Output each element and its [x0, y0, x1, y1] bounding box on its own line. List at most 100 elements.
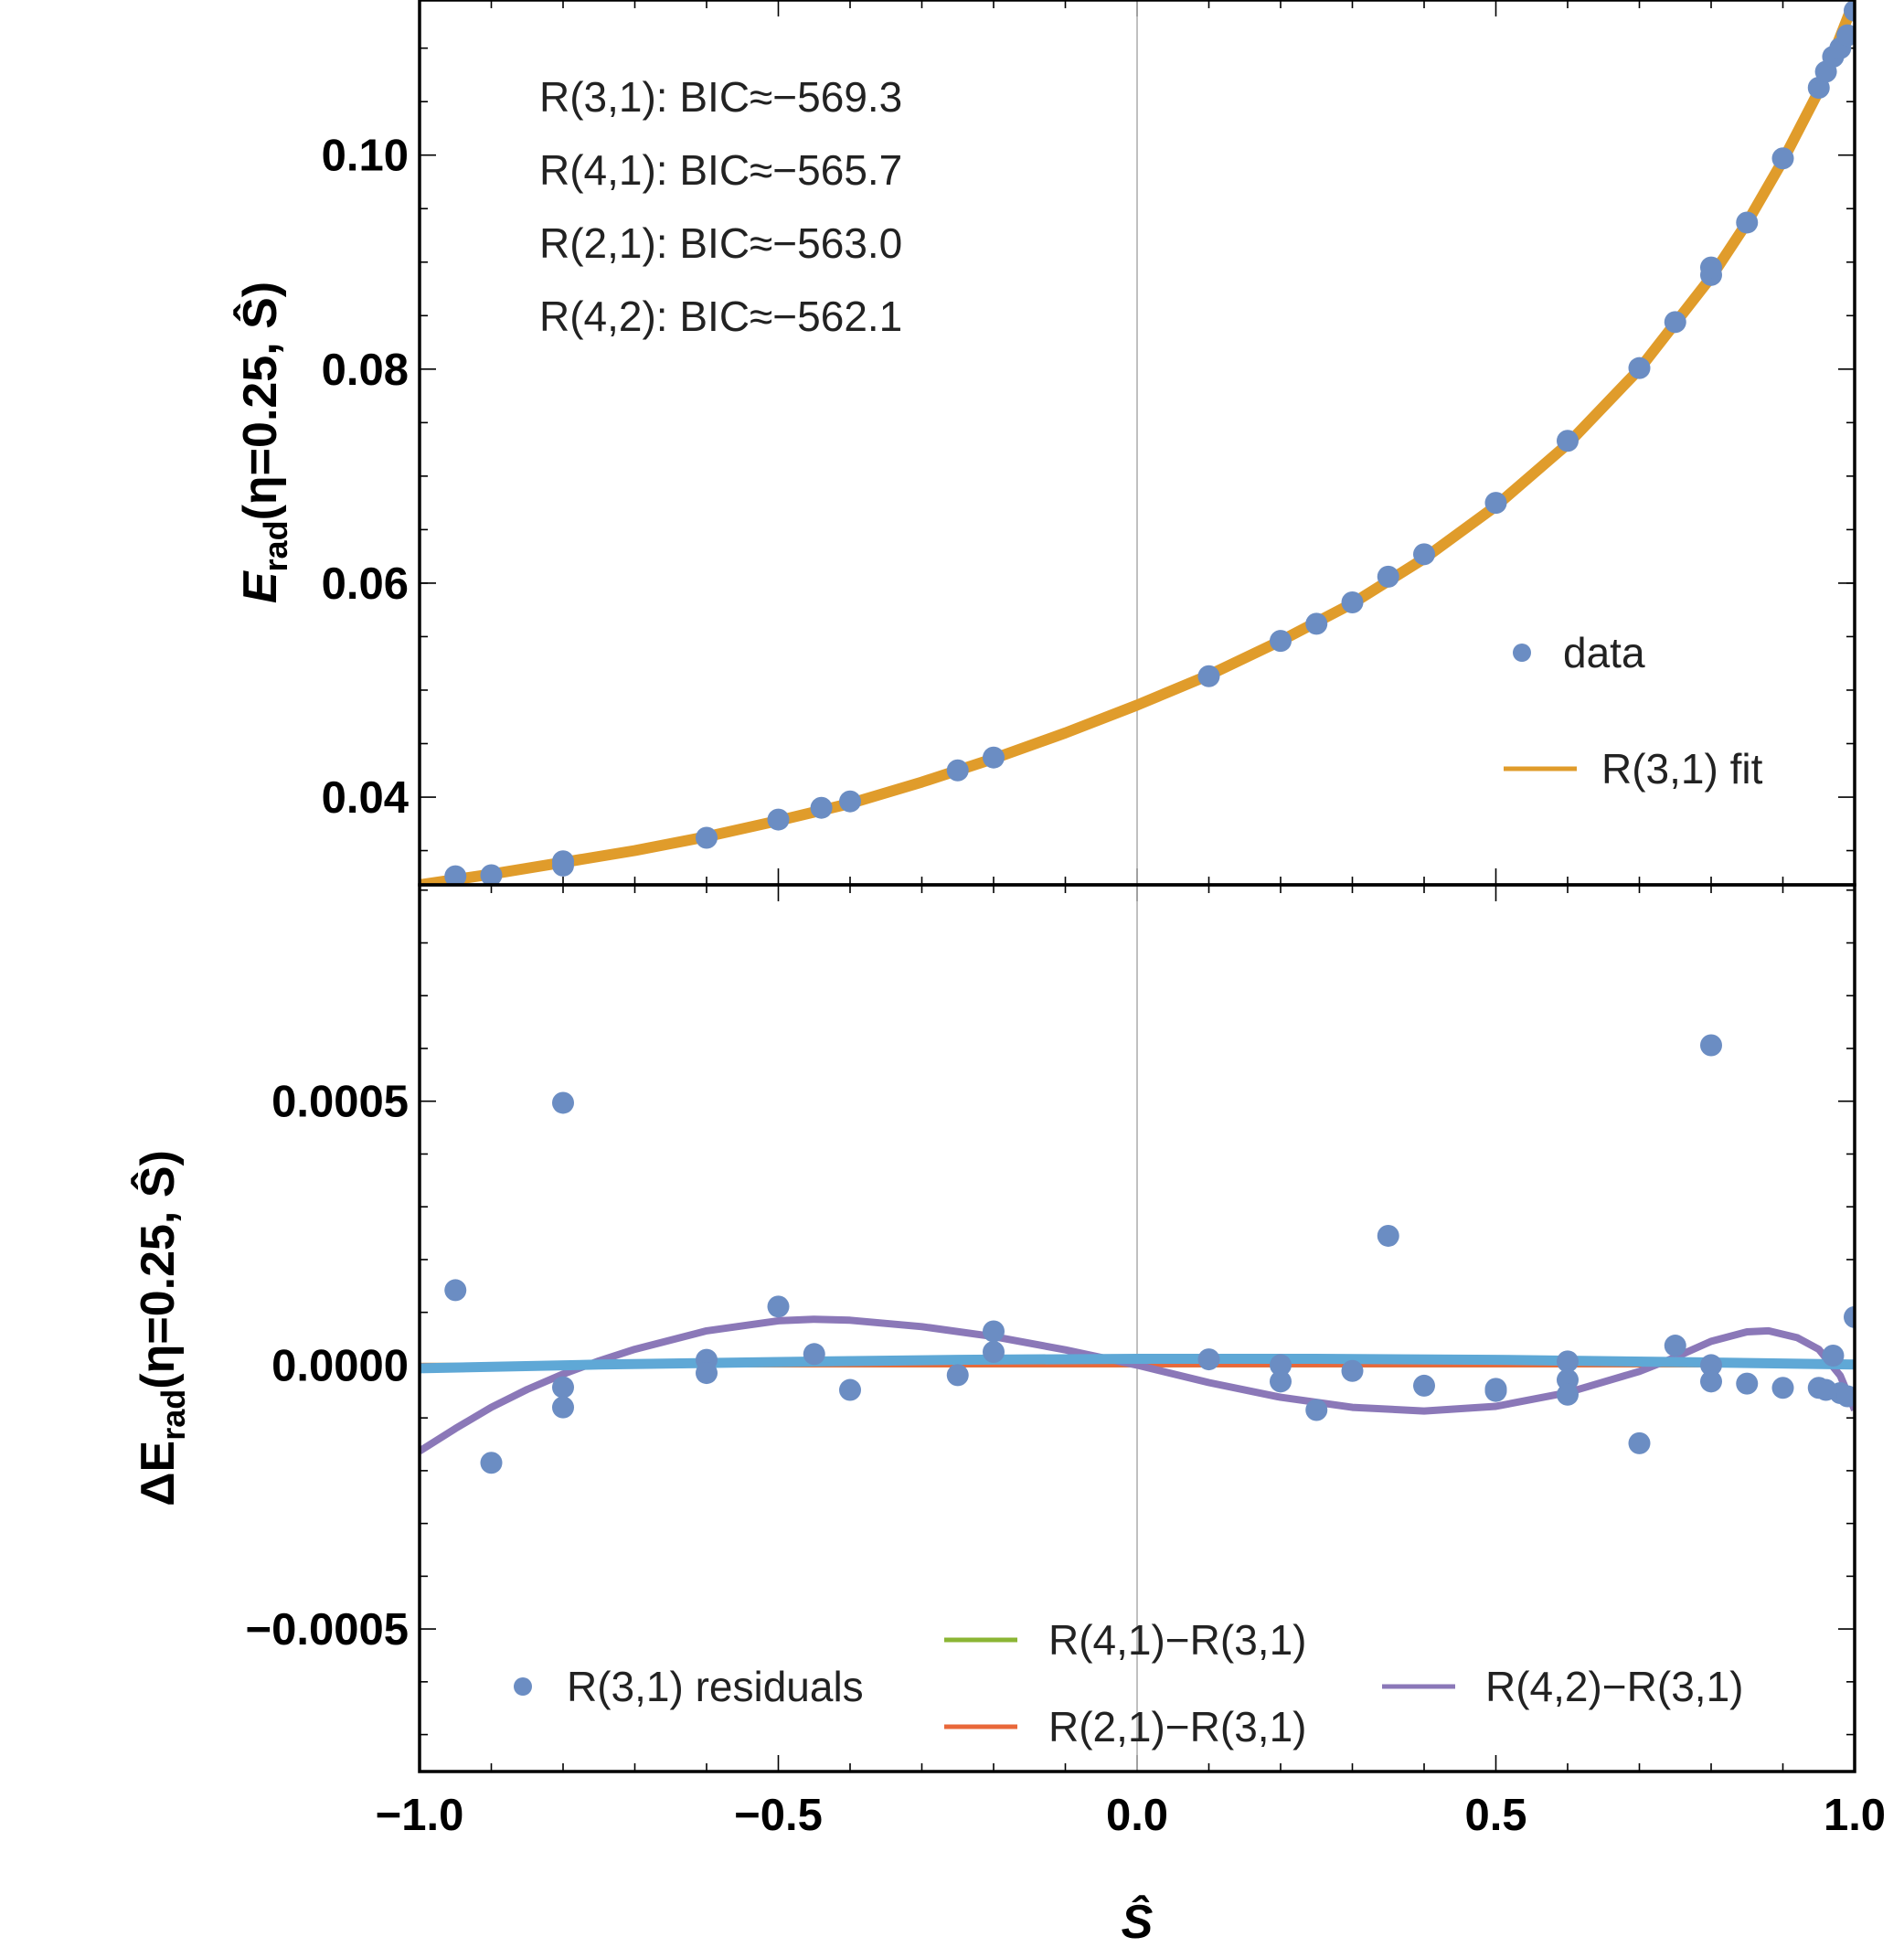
top-panel: 0.04 0.06 0.08 0.10 R(3,1): BIC≈−569.3 R(4,… — [233, 0, 1856, 885]
residual-point — [1557, 1383, 1579, 1406]
top-y-tick-label: 0.10 — [322, 132, 409, 181]
bottom-residual-points — [444, 1034, 1855, 1474]
residual-point — [1305, 1399, 1328, 1421]
x-tick-label: 0.0 — [1106, 1791, 1168, 1840]
bottom-panel: −0.0005 0.0000 0.0005 −1.0 −0.5 0.0 0.5 1.0 R(… — [131, 885, 1886, 1949]
residual-point — [552, 1376, 574, 1399]
data-point — [983, 746, 1005, 769]
bottom-y-axis-title-sub: rad — [154, 1389, 192, 1441]
residual-point — [1341, 1359, 1364, 1382]
data-point — [552, 850, 574, 873]
bottom-y-tick-label: 0.0000 — [271, 1341, 409, 1390]
legend-marker-residuals — [514, 1677, 532, 1696]
data-point — [1836, 24, 1855, 47]
residual-point — [1628, 1431, 1651, 1454]
data-point — [1341, 591, 1364, 613]
residual-point — [444, 1279, 467, 1302]
data-point — [1377, 565, 1399, 588]
data-point — [1305, 612, 1328, 635]
top-y-tick-label: 0.08 — [322, 346, 409, 395]
residual-point — [552, 1091, 574, 1114]
top-legend: data R(3,1) fit — [1504, 629, 1763, 793]
top-y-tick-label: 0.04 — [322, 773, 409, 823]
bic-annotations: R(3,1): BIC≈−569.3 R(4,1): BIC≈−565.7 R(… — [539, 73, 902, 340]
bottom-x-ticks: −1.0 −0.5 0.0 0.5 1.0 — [376, 885, 1886, 1840]
legend-label-fit: R(3,1) fit — [1601, 745, 1763, 793]
data-point — [946, 759, 969, 782]
data-point — [767, 808, 790, 831]
residual-point — [1377, 1224, 1399, 1247]
residual-point — [946, 1364, 969, 1387]
x-tick-label: 0.5 — [1464, 1791, 1526, 1840]
residual-point — [1700, 1034, 1722, 1057]
residual-point — [1822, 1345, 1845, 1367]
top-y-ticks: 0.04 0.06 0.08 0.10 — [322, 47, 1855, 852]
x-tick-label: −0.5 — [734, 1791, 823, 1840]
data-point — [696, 826, 718, 849]
bic-annotation-1: R(3,1): BIC≈−569.3 — [539, 73, 902, 121]
bottom-y-tick-label: −0.0005 — [246, 1605, 410, 1655]
x-axis-title: Ŝ — [1122, 1895, 1154, 1949]
top-y-axis-title-rest: (η=0.25, Ŝ) — [233, 282, 287, 521]
residual-point — [480, 1452, 503, 1474]
x-tick-label: −1.0 — [376, 1791, 464, 1840]
data-point — [1664, 311, 1686, 334]
data-point — [1736, 211, 1759, 234]
residual-point — [1413, 1374, 1435, 1397]
bottom-panel-frame — [418, 883, 1856, 1773]
residual-point — [983, 1340, 1005, 1363]
data-point — [444, 865, 467, 885]
data-point — [1270, 630, 1292, 653]
residual-point — [839, 1378, 861, 1401]
data-point — [839, 790, 861, 813]
legend-label-data: data — [1563, 629, 1645, 676]
residual-point — [1664, 1335, 1686, 1357]
top-y-axis-title-sub: rad — [257, 520, 294, 571]
legend-label-r42: R(4,2)−R(3,1) — [1485, 1663, 1743, 1710]
bottom-legend: R(3,1) residuals R(4,1)−R(3,1) R(2,1)−R(… — [514, 1616, 1743, 1750]
bottom-y-axis-title: ΔErad(η=0.25, Ŝ) — [131, 1150, 192, 1506]
legend-label-residuals: R(3,1) residuals — [567, 1663, 864, 1710]
top-data-points — [444, 0, 1855, 885]
residual-point — [552, 1396, 574, 1419]
top-y-axis-title: Erad(η=0.25, Ŝ) — [233, 282, 294, 603]
residual-point — [983, 1320, 1005, 1343]
bic-annotation-2: R(4,1): BIC≈−565.7 — [539, 146, 902, 194]
residual-point — [1700, 1370, 1722, 1393]
data-point — [480, 864, 503, 885]
residual-point — [1700, 1354, 1722, 1377]
bottom-difference-lines — [420, 1315, 1855, 1454]
residual-point — [1197, 1348, 1220, 1371]
top-y-axis-title-main: E — [234, 570, 287, 603]
residual-point — [1844, 1305, 1855, 1328]
diff-line-blue — [420, 1354, 1855, 1374]
residual-point — [696, 1362, 718, 1385]
residual-point — [1836, 1385, 1855, 1408]
data-point — [1484, 492, 1507, 515]
bottom-y-ticks: −0.0005 0.0000 0.0005 — [246, 889, 1855, 1736]
residual-point — [1270, 1370, 1292, 1393]
residual-point — [1484, 1379, 1507, 1402]
data-point — [1413, 543, 1435, 566]
data-point — [1844, 0, 1855, 22]
bottom-y-tick-label: 0.0005 — [271, 1078, 409, 1127]
bottom-y-axis-title-rest: (η=0.25, Ŝ) — [131, 1150, 185, 1389]
data-point — [1771, 147, 1794, 170]
legend-label-r21: R(2,1)−R(3,1) — [1048, 1703, 1306, 1750]
bottom-y-axis-title-main: ΔE — [132, 1441, 185, 1506]
bic-annotation-3: R(2,1): BIC≈−563.0 — [539, 219, 902, 267]
legend-label-r41: R(4,1)−R(3,1) — [1048, 1616, 1306, 1664]
residual-point — [803, 1343, 825, 1366]
bic-annotation-4: R(4,2): BIC≈−562.1 — [539, 293, 902, 340]
data-point — [1557, 430, 1579, 452]
residual-point — [1557, 1350, 1579, 1373]
residual-point — [767, 1295, 790, 1318]
residual-point — [1736, 1372, 1759, 1395]
data-point — [1700, 256, 1722, 279]
x-tick-label: 1.0 — [1824, 1791, 1886, 1840]
residual-point — [1771, 1377, 1794, 1399]
residual-point — [1270, 1354, 1292, 1377]
data-point — [1628, 356, 1651, 379]
legend-marker-data — [1513, 644, 1531, 662]
